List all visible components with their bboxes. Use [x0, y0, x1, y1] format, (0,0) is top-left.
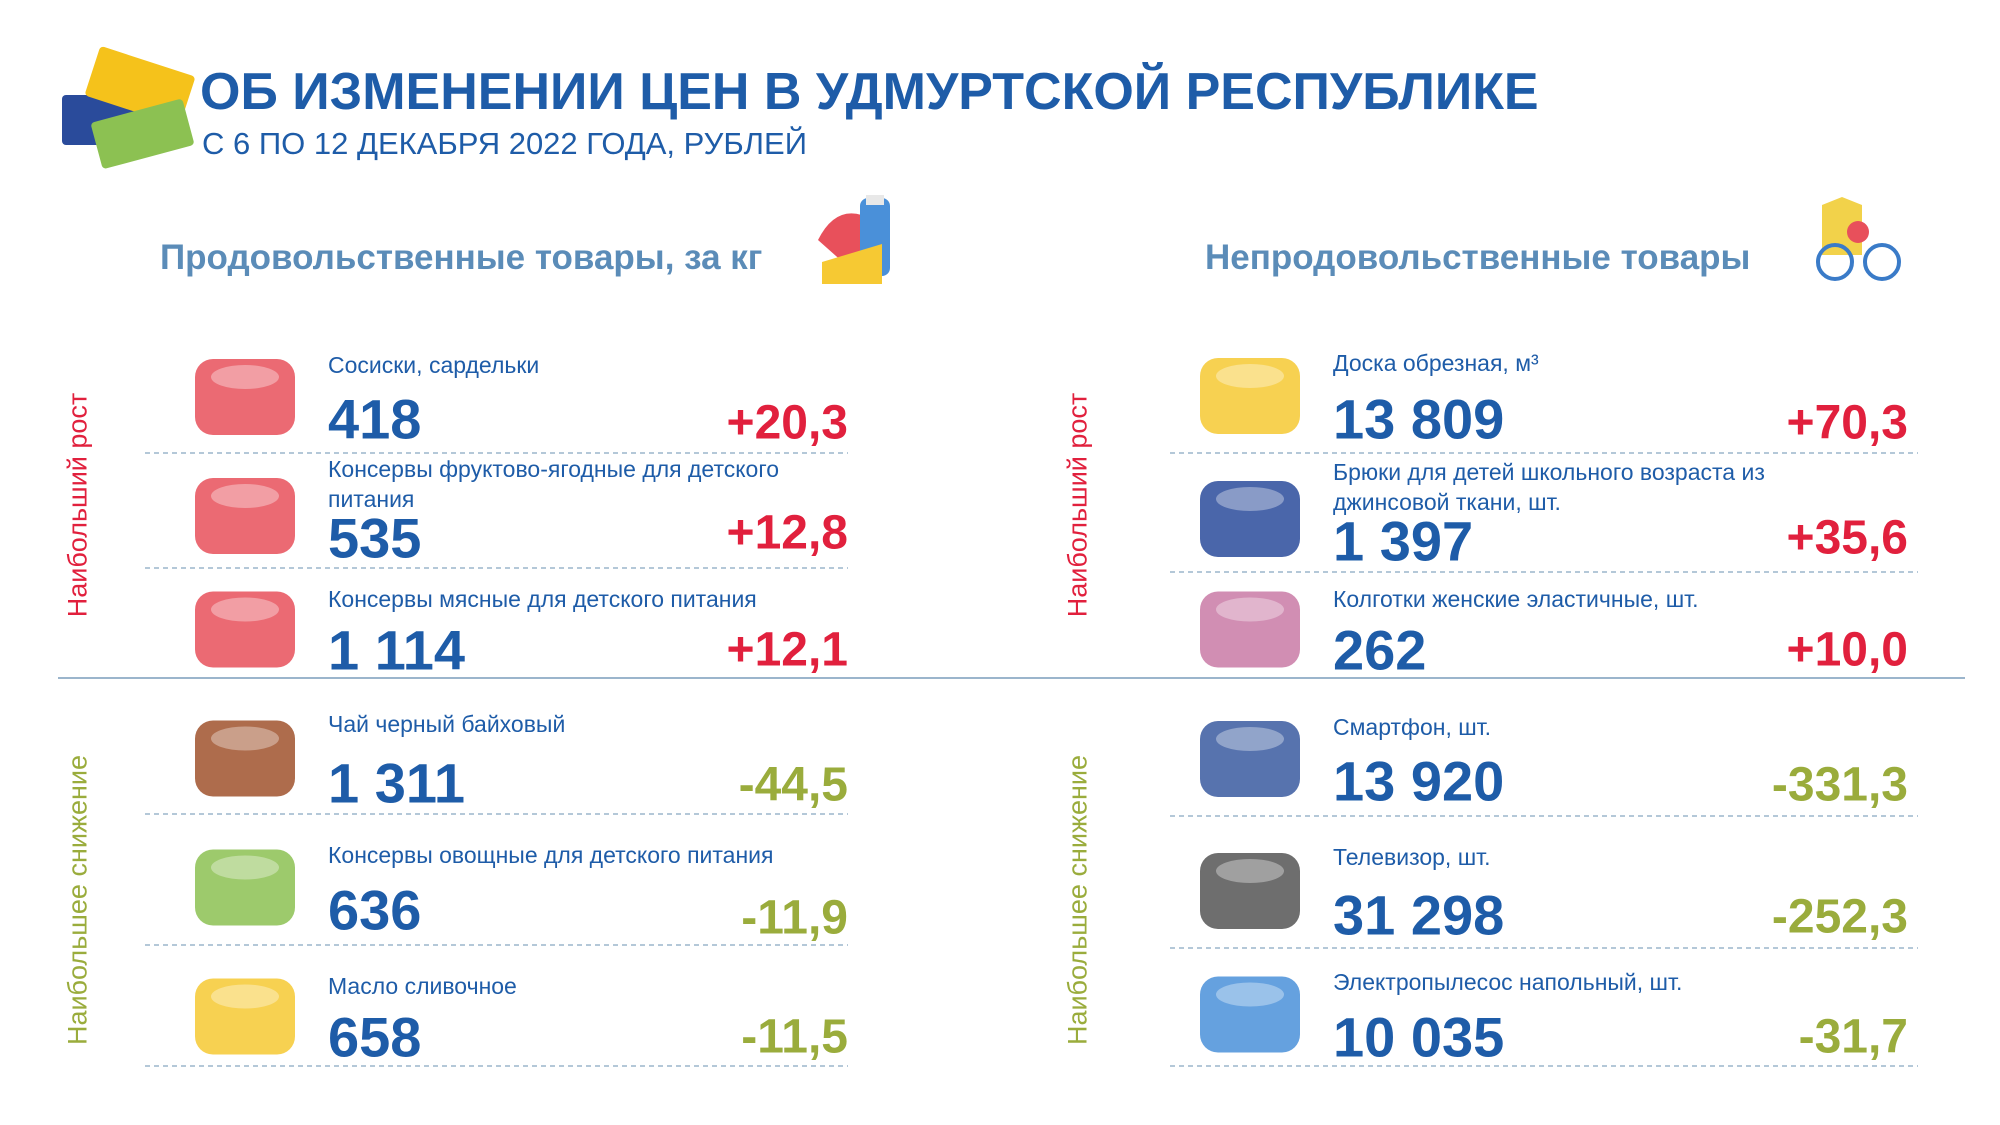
item-price: 535: [328, 506, 422, 570]
icon-part: [195, 849, 295, 926]
item-change: -31,7: [1798, 1010, 1908, 1064]
icon-part: [195, 720, 295, 797]
item-price: 10 035: [1333, 1005, 1505, 1069]
icon-part: [211, 597, 279, 622]
icon-part: [195, 978, 295, 1055]
icon-part: [1216, 364, 1284, 388]
icon-part: [195, 478, 295, 554]
title: ОБ ИЗМЕНЕНИИ ЦЕН В УДМУРТСКОЙ РЕСПУБЛИКЕ: [200, 63, 1539, 121]
item-change: +20,3: [726, 396, 848, 450]
icon-part: [1216, 727, 1284, 751]
icon-part: [211, 984, 279, 1009]
section-title: Продовольственные товары, за кг: [160, 238, 763, 277]
food-icon: [818, 195, 890, 284]
icon-part: [211, 726, 279, 751]
icon-part: [1200, 591, 1300, 668]
item-name: Телевизор, шт.: [1333, 844, 1491, 870]
icon-part: [195, 591, 295, 668]
item-price: 13 920: [1333, 749, 1505, 813]
item-price: 1 311: [328, 751, 466, 815]
item-price: 13 809: [1333, 387, 1505, 451]
icon-part: [211, 365, 279, 389]
icon-part: [1216, 487, 1284, 511]
item-change: +10,0: [1786, 623, 1908, 677]
icon-part: [1216, 597, 1284, 622]
group-label: Наибольший рост: [1062, 392, 1093, 618]
icon-part: [195, 359, 295, 435]
item-change: +35,6: [1786, 511, 1908, 565]
item-name: Консервы мясные для детского питания: [328, 586, 757, 612]
item-name: Электропылесос напольный, шт.: [1333, 969, 1683, 995]
item-price: 636: [328, 878, 422, 942]
item-change: -331,3: [1771, 758, 1908, 812]
group-label: Наибольшее снижение: [1062, 754, 1093, 1046]
item-name: Смартфон, шт.: [1333, 714, 1492, 740]
item-change: +12,8: [726, 506, 848, 560]
section-title: Непродовольственные товары: [1205, 238, 1751, 277]
group-label: Наибольший рост: [62, 392, 93, 618]
icon-part: [211, 855, 279, 880]
icon-part: [1200, 976, 1300, 1053]
item-change: +12,1: [726, 623, 848, 677]
item-price: 1 397: [1333, 509, 1474, 573]
icon-part: [211, 484, 279, 508]
group-label: Наибольшее снижение: [62, 754, 93, 1046]
item-price: 1 114: [328, 618, 466, 682]
item-name: Колготки женские эластичные, шт.: [1333, 586, 1699, 612]
header-icon: [62, 46, 195, 169]
icon-part: [1200, 358, 1300, 434]
icon-part: [1200, 721, 1300, 797]
item-price: 262: [1333, 618, 1427, 682]
icon-part: [1200, 481, 1300, 557]
item-name: Доска обрезная, м³: [1333, 350, 1539, 376]
item-name: Масло сливочное: [328, 973, 517, 999]
item-name: Чай черный байховый: [328, 711, 566, 737]
item-price: 658: [328, 1005, 422, 1069]
item-price: 418: [328, 387, 422, 451]
item-name: Консервы фруктово-ягодные для детского п…: [328, 456, 780, 512]
item-change: -252,3: [1771, 890, 1908, 944]
item-name: Сосиски, сардельки: [328, 352, 540, 378]
item-change: -44,5: [738, 758, 848, 812]
item-price: 31 298: [1333, 883, 1505, 947]
item-change: -11,9: [741, 891, 848, 945]
nonfood-icon: [1816, 197, 1901, 281]
item-name: Консервы овощные для детского питания: [328, 842, 774, 868]
item-name: Брюки для детей школьного возраста из дж…: [1333, 459, 1765, 515]
icon-part: [1200, 853, 1300, 929]
item-change: -11,5: [741, 1010, 848, 1064]
subtitle: С 6 ПО 12 ДЕКАБРЯ 2022 ГОДА, РУБЛЕЙ: [202, 126, 807, 161]
item-change: +70,3: [1786, 396, 1908, 450]
icon-part: [1216, 859, 1284, 883]
icon-part: [1216, 982, 1284, 1007]
